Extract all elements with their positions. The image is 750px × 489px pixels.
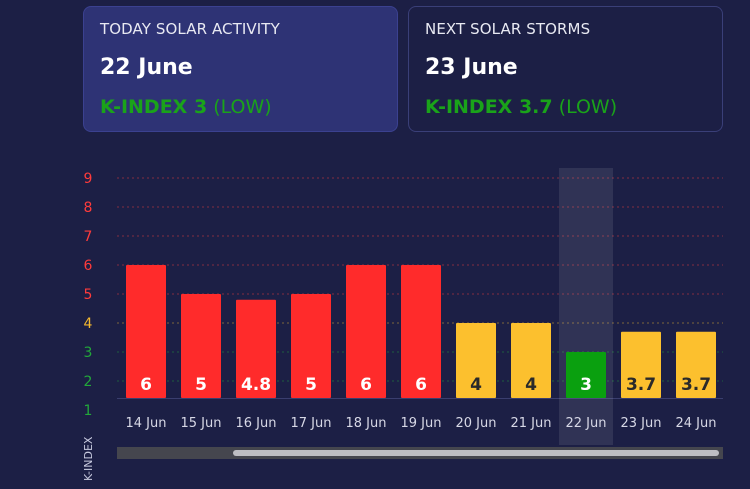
y-tick-label: 3 <box>84 345 93 361</box>
bar[interactable] <box>456 323 496 398</box>
bar[interactable] <box>566 352 606 398</box>
bar[interactable] <box>126 265 166 398</box>
bar-value-label: 6 <box>140 375 152 395</box>
x-tick-label: 19 Jun <box>401 416 442 431</box>
bar[interactable] <box>346 265 386 398</box>
y-tick-label: 9 <box>84 171 93 187</box>
chart-horizontal-scrollbar[interactable] <box>117 447 723 459</box>
bar-value-label: 4 <box>525 375 537 395</box>
today-solar-activity-card[interactable]: TODAY SOLAR ACTIVITY 22 June K-INDEX 3 (… <box>83 6 398 132</box>
highlight-column <box>559 168 613 445</box>
y-tick-label: 1 <box>84 403 93 419</box>
bar-value-label: 4.8 <box>241 375 271 395</box>
bar-value-label: 6 <box>415 375 427 395</box>
today-kindex-level: (LOW) <box>213 96 272 118</box>
next-card-title: NEXT SOLAR STORMS <box>425 20 591 38</box>
bar[interactable] <box>291 294 331 398</box>
bar[interactable] <box>621 331 661 398</box>
y-tick-label: 7 <box>84 229 93 245</box>
y-tick-label: 4 <box>84 316 93 332</box>
next-kindex: K-INDEX 3.7 (LOW) <box>425 96 617 118</box>
bar-value-label: 5 <box>305 375 317 395</box>
chart-highlight <box>559 168 613 445</box>
next-kindex-value: K-INDEX 3.7 <box>425 96 553 118</box>
next-kindex-level: (LOW) <box>558 96 618 118</box>
bar-value-label: 6 <box>360 375 372 395</box>
bar[interactable] <box>401 265 441 398</box>
bar[interactable] <box>236 299 276 398</box>
y-axis-ticks: 9 8 7 6 5 4 3 2 1 <box>84 171 93 419</box>
x-tick-label: 21 Jun <box>511 416 552 431</box>
chart-bars <box>126 265 716 398</box>
next-card-date: 23 June <box>425 55 518 80</box>
scrollbar-thumb[interactable] <box>233 450 719 456</box>
next-solar-storms-card[interactable]: NEXT SOLAR STORMS 23 June K-INDEX 3.7 (L… <box>408 6 723 132</box>
bar-value-label: 3 <box>580 375 592 395</box>
x-tick-label: 22 Jun <box>566 416 607 431</box>
bar-value-label: 4 <box>470 375 482 395</box>
bar[interactable] <box>181 294 221 398</box>
y-tick-label: 5 <box>84 287 93 303</box>
bar[interactable] <box>511 323 551 398</box>
x-axis-ticks: 14 Jun 15 Jun 16 Jun 17 Jun 18 Jun 19 Jun 20 J… <box>126 416 717 431</box>
today-kindex-value: K-INDEX 3 <box>100 96 208 118</box>
today-card-title: TODAY SOLAR ACTIVITY <box>100 20 280 38</box>
y-tick-label: 6 <box>84 258 93 274</box>
today-kindex: K-INDEX 3 (LOW) <box>100 96 272 118</box>
x-tick-label: 16 Jun <box>236 416 277 431</box>
x-tick-label: 20 Jun <box>456 416 497 431</box>
bar-value-label: 5 <box>195 375 207 395</box>
bar[interactable] <box>676 331 716 398</box>
today-card-date: 22 June <box>100 55 193 80</box>
x-tick-label: 18 Jun <box>346 416 387 431</box>
chart-labels: 6 5 4.8 5 6 6 4 4 3 3.7 3.7 <box>140 375 711 395</box>
y-tick-label: 8 <box>84 200 93 216</box>
x-tick-label: 15 Jun <box>181 416 222 431</box>
x-tick-label: 17 Jun <box>291 416 332 431</box>
x-tick-label: 14 Jun <box>126 416 167 431</box>
x-tick-label: 24 Jun <box>676 416 717 431</box>
bar-value-label: 3.7 <box>626 375 656 395</box>
x-tick-label: 23 Jun <box>621 416 662 431</box>
y-tick-label: 2 <box>84 374 93 390</box>
bar-value-label: 3.7 <box>681 375 711 395</box>
y-axis-title: K-INDEX <box>82 436 95 481</box>
